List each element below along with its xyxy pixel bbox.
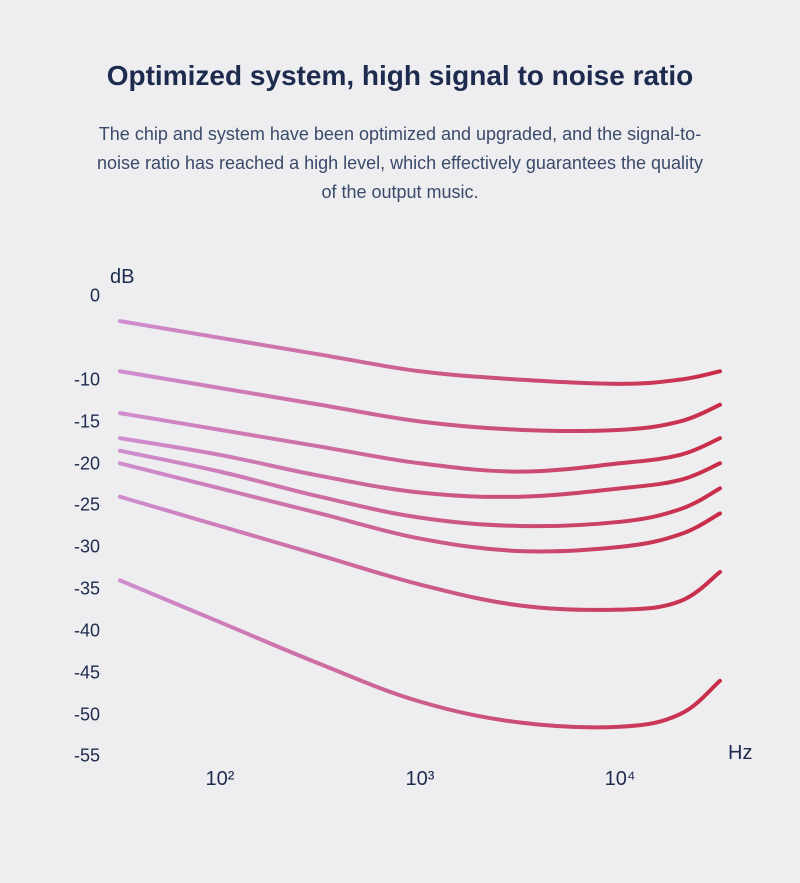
chart-series-line <box>120 581 720 728</box>
y-tick-label: -25 <box>50 495 100 516</box>
y-tick-label: -45 <box>50 662 100 683</box>
y-tick-label: -30 <box>50 537 100 558</box>
y-tick-label: -50 <box>50 704 100 725</box>
y-tick-label: 0 <box>50 286 100 307</box>
y-tick-label: -15 <box>50 411 100 432</box>
snr-chart: dB Hz 0-10-15-20-25-30-35-40-45-50-5510²… <box>50 266 750 806</box>
y-tick-label: -40 <box>50 620 100 641</box>
y-tick-label: -20 <box>50 453 100 474</box>
x-tick-label: 10² <box>206 768 235 791</box>
y-tick-label: -10 <box>50 370 100 391</box>
page-description: The chip and system have been optimized … <box>90 120 710 206</box>
page-title: Optimized system, high signal to noise r… <box>40 60 760 92</box>
chart-plot-area <box>50 266 740 776</box>
x-tick-label: 10³ <box>406 768 435 791</box>
x-tick-label: 10⁴ <box>605 768 636 791</box>
chart-series-line <box>120 372 720 432</box>
chart-series-line <box>120 464 720 552</box>
y-tick-label: -55 <box>50 746 100 767</box>
chart-series-line <box>120 497 720 610</box>
chart-series-line <box>120 321 720 384</box>
y-tick-label: -35 <box>50 579 100 600</box>
